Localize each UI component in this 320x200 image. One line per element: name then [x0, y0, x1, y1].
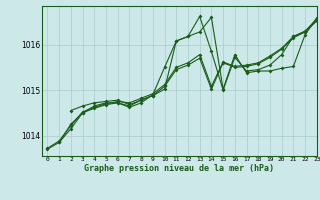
X-axis label: Graphe pression niveau de la mer (hPa): Graphe pression niveau de la mer (hPa) — [84, 164, 274, 173]
